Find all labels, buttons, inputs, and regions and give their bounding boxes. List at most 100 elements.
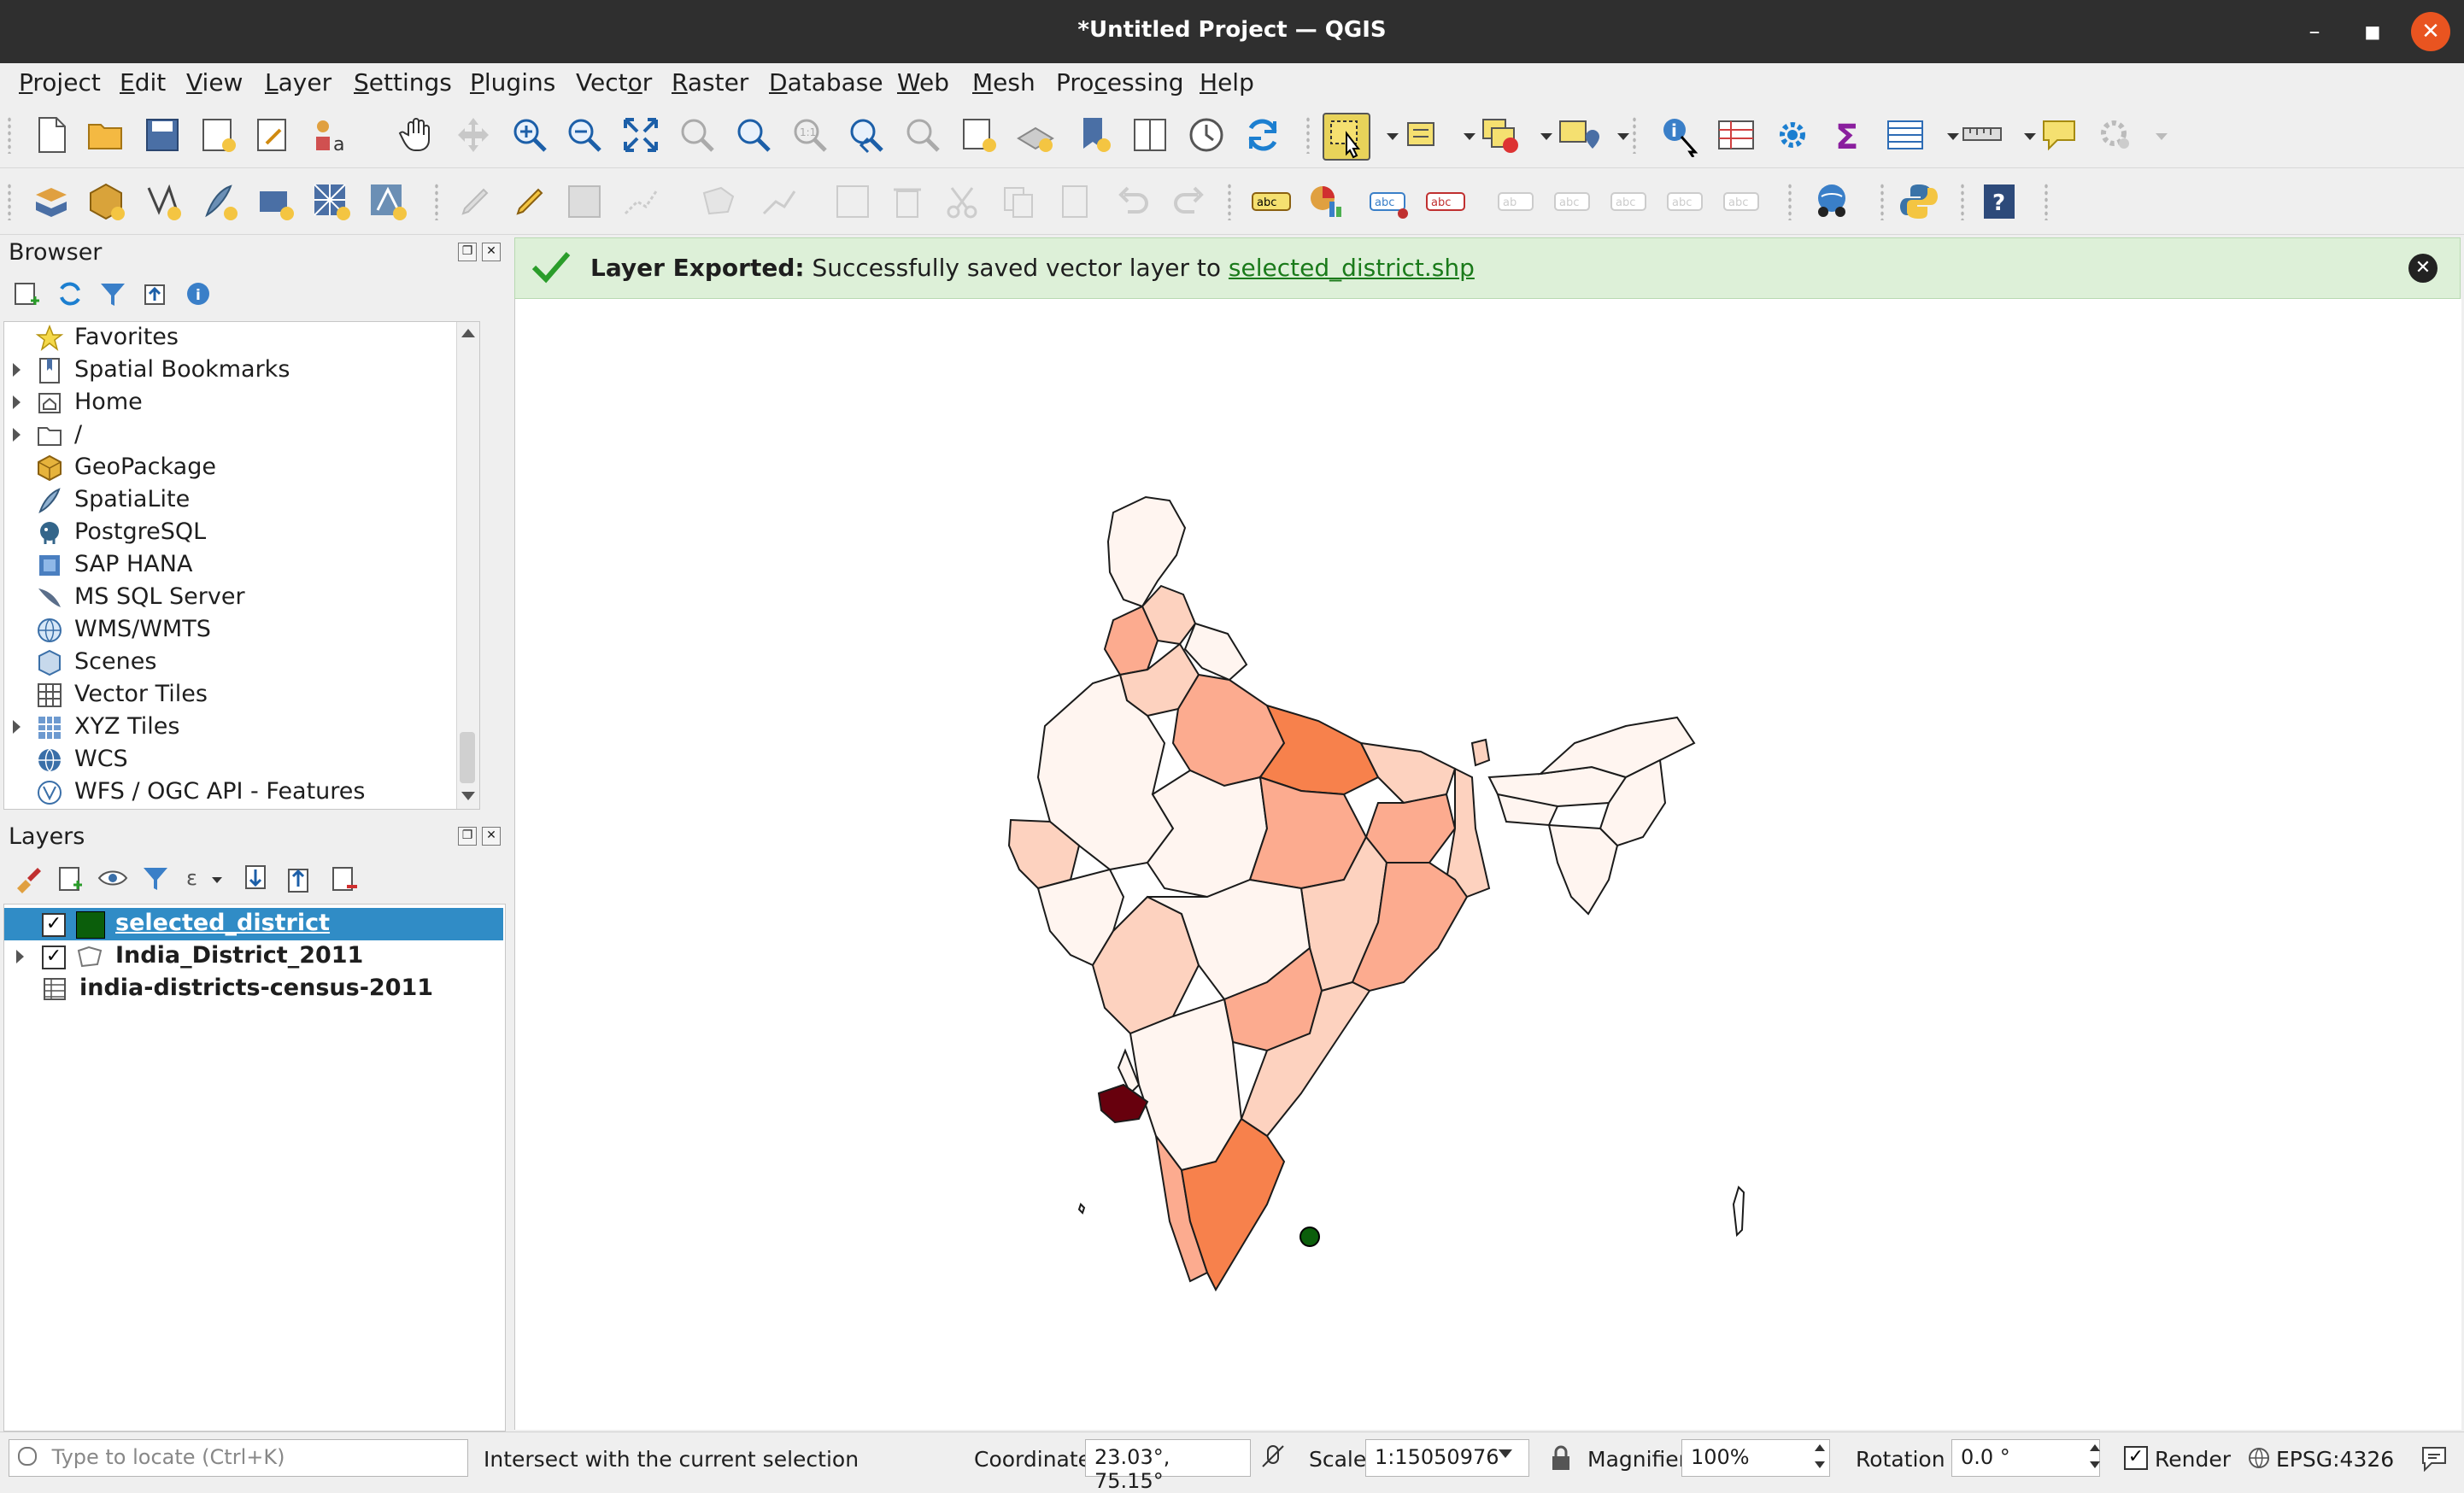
select-by-value-dropdown-icon[interactable] bbox=[1447, 113, 1475, 157]
menu-web[interactable]: Web bbox=[897, 68, 950, 97]
browser-item-vector-tiles[interactable]: Vector Tiles bbox=[4, 679, 479, 711]
layers-float-button[interactable]: ❐ bbox=[458, 827, 477, 846]
expand-arrow-icon[interactable] bbox=[13, 720, 21, 734]
remove-layer-icon[interactable] bbox=[328, 863, 359, 893]
deselect-features-icon[interactable] bbox=[1478, 113, 1522, 157]
layer-styling-icon[interactable] bbox=[12, 863, 43, 893]
attribute-table-dropdown-icon[interactable] bbox=[1931, 113, 1959, 157]
selected-district-marker[interactable] bbox=[1299, 1227, 1320, 1247]
layer-visibility-checkbox[interactable]: ✓ bbox=[42, 946, 66, 969]
manage-visibility-eye-icon[interactable] bbox=[97, 863, 128, 893]
crs-globe-icon[interactable] bbox=[2247, 1446, 2271, 1470]
spin-down-icon[interactable] bbox=[2090, 1461, 2100, 1468]
settings-gear-icon[interactable] bbox=[1770, 113, 1815, 157]
zoom-native-icon[interactable]: 1:1 bbox=[788, 113, 832, 157]
zoom-in-icon[interactable] bbox=[507, 113, 552, 157]
pan-map-icon[interactable] bbox=[395, 113, 439, 157]
current-edits-icon[interactable] bbox=[453, 179, 497, 224]
new-gps-layer-icon[interactable] bbox=[366, 179, 410, 224]
redo-icon[interactable] bbox=[1167, 179, 1211, 224]
annotation-dropdown-icon[interactable] bbox=[2139, 113, 2168, 157]
layer-item-selected-district[interactable]: ✓ selected_district bbox=[4, 908, 503, 940]
new-geopackage-layer-icon[interactable] bbox=[84, 179, 128, 224]
cut-features-icon[interactable] bbox=[940, 179, 984, 224]
menu-layer[interactable]: Layer bbox=[265, 68, 332, 97]
menu-project[interactable]: Project bbox=[19, 68, 101, 97]
digitize-polygon-icon[interactable] bbox=[697, 179, 742, 224]
toolbar-grip[interactable] bbox=[7, 116, 12, 154]
zoom-to-selection-icon[interactable] bbox=[675, 113, 719, 157]
map-region-darkest-district[interactable] bbox=[1097, 1083, 1149, 1124]
measure-line-icon[interactable] bbox=[1960, 113, 2004, 157]
rotation-field[interactable]: 0.0 ° bbox=[1951, 1439, 2100, 1477]
browser-item-wms[interactable]: WMS/WMTS bbox=[4, 614, 479, 647]
rotate-label-icon[interactable]: abc bbox=[1608, 179, 1652, 224]
new-bookmark-icon[interactable] bbox=[1071, 113, 1116, 157]
select-location-dropdown-icon[interactable] bbox=[1601, 113, 1629, 157]
close-message-icon[interactable]: ✕ bbox=[2408, 254, 2438, 283]
zoom-last-icon[interactable] bbox=[844, 113, 889, 157]
browser-close-button[interactable]: ✕ bbox=[482, 243, 501, 261]
spin-up-icon[interactable] bbox=[1815, 1444, 1825, 1451]
zoom-full-icon[interactable] bbox=[619, 113, 663, 157]
collapse-all-layers-icon[interactable] bbox=[284, 863, 314, 893]
digitize-line-icon[interactable] bbox=[619, 179, 663, 224]
spin-up-icon[interactable] bbox=[2090, 1444, 2100, 1451]
browser-item-geopackage[interactable]: GeoPackage bbox=[4, 452, 479, 484]
expression-dropdown-icon[interactable] bbox=[210, 873, 224, 887]
expand-arrow-icon[interactable] bbox=[16, 950, 24, 963]
scrollbar-thumb[interactable] bbox=[460, 732, 475, 783]
messages-log-icon[interactable] bbox=[2420, 1444, 2449, 1472]
select-by-location-icon[interactable] bbox=[1555, 113, 1599, 157]
toolbar-grip[interactable] bbox=[2044, 183, 2049, 220]
filter-browser-icon[interactable] bbox=[97, 278, 128, 309]
temporal-controller-icon[interactable] bbox=[1184, 113, 1229, 157]
browser-item-sap-hana[interactable]: SAP HANA bbox=[4, 549, 479, 582]
render-checkbox[interactable]: ✓ bbox=[2124, 1446, 2148, 1470]
menu-view[interactable]: View bbox=[186, 68, 243, 97]
browser-item-favorites[interactable]: Favorites bbox=[4, 322, 479, 354]
browser-item-xyz-tiles[interactable]: XYZ Tiles bbox=[4, 711, 479, 744]
add-selected-layers-icon[interactable] bbox=[12, 278, 43, 309]
deselect-dropdown-icon[interactable] bbox=[1524, 113, 1552, 157]
menu-settings[interactable]: Settings bbox=[354, 68, 452, 97]
vertex-tool-icon[interactable] bbox=[757, 179, 801, 224]
pan-to-selection-icon[interactable] bbox=[451, 113, 496, 157]
map-canvas[interactable] bbox=[514, 299, 2461, 1430]
browser-item-home[interactable]: Home bbox=[4, 387, 479, 419]
new-3d-map-view-icon[interactable] bbox=[1013, 113, 1058, 157]
modify-attributes-icon[interactable] bbox=[830, 179, 875, 224]
add-group-icon[interactable] bbox=[55, 863, 85, 893]
select-features-icon[interactable] bbox=[1323, 113, 1370, 161]
lock-scale-icon[interactable] bbox=[1548, 1444, 1574, 1472]
identify-features-icon[interactable]: i bbox=[1657, 113, 1702, 158]
properties-info-icon[interactable]: i bbox=[183, 278, 214, 309]
help-icon[interactable]: ? bbox=[1977, 179, 2021, 224]
annotation-gear-icon[interactable] bbox=[2093, 113, 2138, 157]
pin-labels-icon[interactable]: abc bbox=[1423, 179, 1468, 224]
toggle-editing-icon[interactable] bbox=[507, 179, 552, 224]
browser-item-spatial-bookmarks[interactable]: Spatial Bookmarks bbox=[4, 354, 479, 387]
maximize-button[interactable]: ■ bbox=[2364, 21, 2381, 42]
toolbar-grip[interactable] bbox=[1787, 183, 1792, 220]
close-window-button[interactable]: ✕ bbox=[2411, 12, 2450, 51]
new-shapefile-layer-icon[interactable] bbox=[140, 179, 185, 224]
browser-scrollbar[interactable] bbox=[456, 322, 479, 809]
spin-down-icon[interactable] bbox=[1815, 1461, 1825, 1468]
zoom-next-icon[interactable] bbox=[901, 113, 945, 157]
new-virtual-layer-icon[interactable] bbox=[253, 179, 297, 224]
browser-tree[interactable]: Favorites Spatial Bookmarks Home / GeoPa… bbox=[3, 321, 480, 810]
coordinate-field[interactable]: 23.03°, 75.15° bbox=[1085, 1439, 1251, 1493]
browser-item-wcs[interactable]: WCS bbox=[4, 744, 479, 776]
india-district-map[interactable] bbox=[515, 299, 2461, 1430]
statistics-sigma-icon[interactable]: Σ bbox=[1827, 113, 1871, 157]
select-by-value-icon[interactable] bbox=[1401, 113, 1446, 157]
scale-field[interactable]: 1:15050976 bbox=[1365, 1439, 1529, 1477]
menu-processing[interactable]: Processing bbox=[1056, 68, 1184, 97]
undo-icon[interactable] bbox=[1111, 179, 1155, 224]
filter-by-expression-icon[interactable]: ε bbox=[183, 863, 214, 893]
delete-selected-icon[interactable] bbox=[885, 179, 930, 224]
copy-features-icon[interactable] bbox=[996, 179, 1041, 224]
open-project-icon[interactable] bbox=[84, 113, 128, 157]
map-tips-icon[interactable] bbox=[2037, 113, 2081, 157]
